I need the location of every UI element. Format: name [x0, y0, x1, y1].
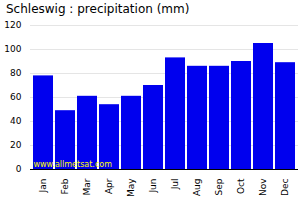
svg-text:Jun: Jun: [148, 179, 158, 194]
html-text:Schleswig : precipitation (mm): Schleswig : precipitation (mm): [6, 2, 190, 16]
svg-text:120: 120: [4, 20, 21, 30]
svg-text:Nov: Nov: [258, 178, 268, 196]
svg-text:Oct: Oct: [236, 178, 246, 194]
svg-text:100: 100: [4, 44, 21, 54]
svg-text:Jan: Jan: [38, 179, 48, 194]
svg-text:0: 0: [16, 164, 22, 174]
svg-text:Feb: Feb: [60, 178, 70, 194]
svg-text:80: 80: [10, 68, 22, 78]
svg-text:40: 40: [10, 116, 22, 126]
svg-text:Mar: Mar: [82, 178, 92, 195]
svg-text:May: May: [126, 178, 136, 197]
svg-text:20: 20: [10, 140, 22, 150]
svg-text:Sep: Sep: [214, 178, 224, 195]
svg-text:Aug: Aug: [192, 179, 202, 197]
svg-text:Dec: Dec: [280, 178, 290, 195]
svg-text:Apr: Apr: [104, 178, 114, 194]
svg-text:60: 60: [10, 92, 22, 102]
svg-text:www.allmetsat.com: www.allmetsat.com: [34, 160, 113, 169]
svg-text:Jul: Jul: [170, 179, 180, 191]
